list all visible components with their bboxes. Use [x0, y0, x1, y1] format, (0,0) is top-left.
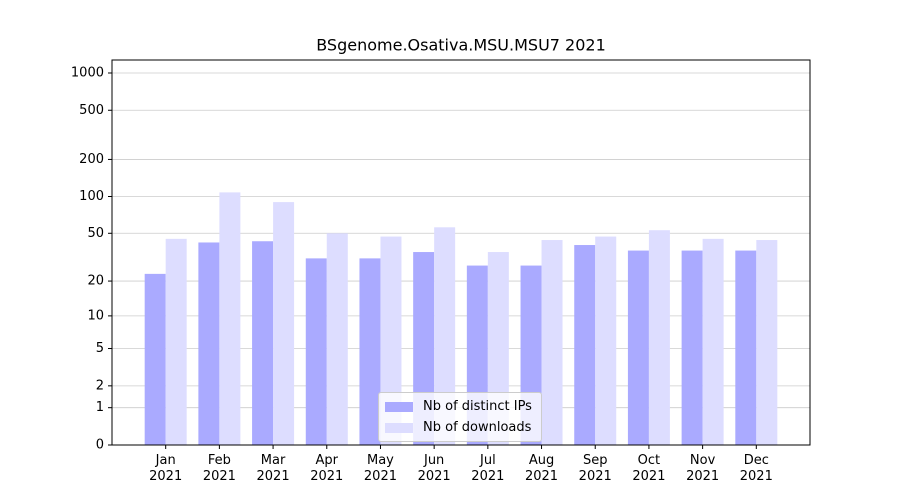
bar [541, 240, 563, 445]
x-tick-label: Feb 2021 [202, 453, 236, 484]
bar [648, 230, 670, 445]
bar [219, 192, 241, 445]
x-tick-label: Jul 2021 [471, 453, 505, 484]
legend-label: Nb of downloads [423, 420, 532, 435]
x-tick-label: Dec 2021 [739, 453, 773, 484]
bar [273, 202, 295, 445]
legend: Nb of distinct IPs Nb of downloads [378, 392, 542, 442]
y-tick-label: 10 [87, 308, 104, 323]
x-tick-label: May 2021 [363, 453, 397, 484]
legend-item: Nb of distinct IPs [385, 396, 535, 417]
legend-swatch [385, 422, 413, 433]
bar [756, 240, 778, 445]
bar [681, 250, 703, 445]
bar [702, 238, 724, 445]
bar [434, 227, 456, 445]
bar [165, 238, 187, 445]
bar [595, 236, 617, 445]
x-tick-label: Mar 2021 [256, 453, 290, 484]
bar [326, 233, 348, 445]
legend-item: Nb of downloads [385, 417, 535, 438]
y-tick-label: 200 [79, 152, 104, 167]
bar [144, 273, 166, 445]
chart-title: BSgenome.Osativa.MSU.MSU7 2021 [316, 36, 606, 55]
legend-label: Nb of distinct IPs [423, 399, 532, 414]
y-tick-label: 100 [79, 189, 104, 204]
y-tick-label: 1 [96, 400, 104, 415]
bar [252, 241, 274, 445]
bar [735, 250, 757, 445]
x-tick-label: Nov 2021 [686, 453, 720, 484]
bar [198, 242, 220, 445]
x-tick-label: Jan 2021 [149, 453, 183, 484]
bar [574, 245, 596, 445]
y-tick-label: 5 [96, 341, 104, 356]
bar [627, 250, 649, 445]
legend-swatch [385, 401, 413, 412]
plot-frame [111, 59, 811, 446]
x-tick-label: Apr 2021 [310, 453, 344, 484]
y-tick-label: 1000 [71, 65, 104, 80]
bar [359, 258, 381, 445]
y-tick-label: 50 [87, 226, 104, 241]
x-tick-label: Oct 2021 [632, 453, 666, 484]
y-tick-label: 2 [96, 378, 104, 393]
y-tick-label: 500 [79, 103, 104, 118]
y-tick-label: 20 [87, 274, 104, 289]
x-tick-label: Jun 2021 [417, 453, 451, 484]
bar [305, 258, 327, 445]
x-tick-label: Aug 2021 [524, 453, 559, 484]
x-tick-label: Sep 2021 [578, 453, 612, 484]
y-tick-label: 0 [96, 438, 104, 453]
